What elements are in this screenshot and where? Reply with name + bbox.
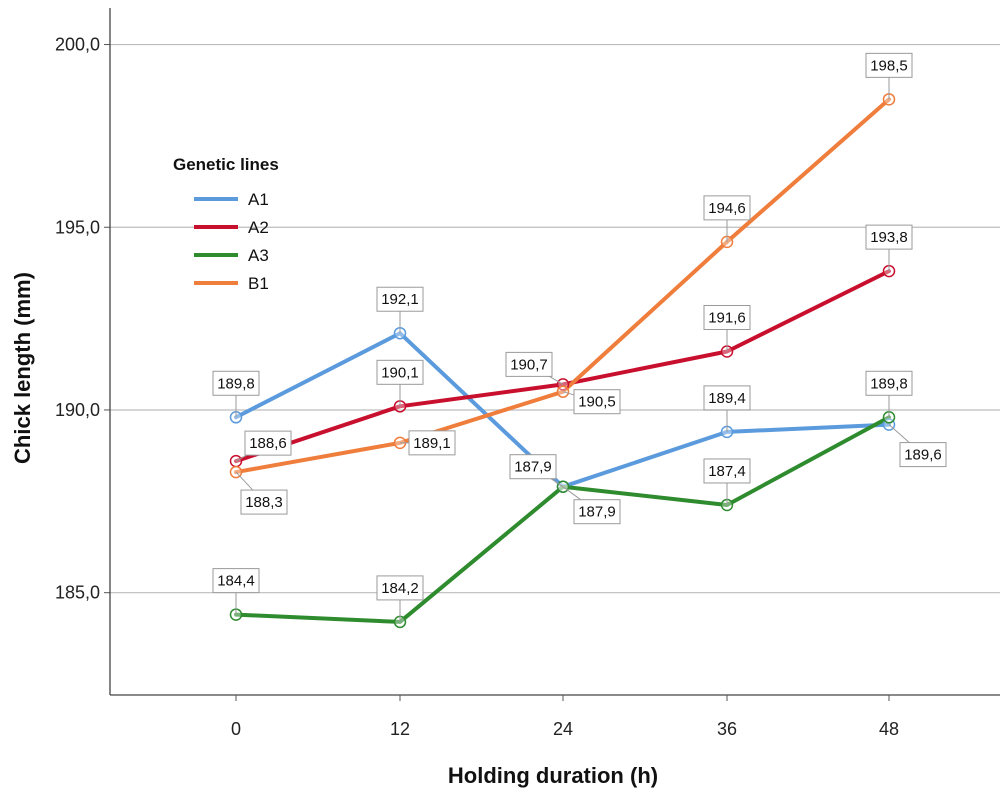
legend-label-b1: B1 xyxy=(248,274,269,293)
data-label-box xyxy=(244,430,292,456)
axes-layer: 185,0 190,0 195,0 200,0 0 12 24 36 48 xyxy=(55,8,1000,739)
x-tick-label: 12 xyxy=(390,719,410,739)
legend-title: Genetic lines xyxy=(173,155,279,174)
y-tick-label: 185,0 xyxy=(55,583,100,603)
data-label: 189,1 xyxy=(413,435,451,452)
y-tick-label: 195,0 xyxy=(55,217,100,237)
data-label: 189,4 xyxy=(708,390,746,407)
data-label-box xyxy=(509,454,557,480)
grid-layer xyxy=(110,43,1000,594)
data-label: 190,7 xyxy=(510,356,548,373)
data-label-box xyxy=(573,499,621,525)
data-label-box xyxy=(703,458,751,484)
y-axis-title: Chick length (mm) xyxy=(10,272,35,464)
data-label-box xyxy=(212,568,260,594)
legend-label-a2: A2 xyxy=(248,218,269,237)
data-label-box xyxy=(703,305,751,330)
data-label-box xyxy=(703,385,751,411)
data-label: 189,8 xyxy=(217,375,255,392)
series-lines-layer xyxy=(234,97,891,624)
data-label-box xyxy=(212,370,260,396)
legend-label-a3: A3 xyxy=(248,246,269,265)
legend: Genetic lines A1 A2 A3 B1 xyxy=(173,155,279,293)
data-label-box xyxy=(865,370,913,396)
data-label: 189,8 xyxy=(870,375,908,392)
data-label: 187,9 xyxy=(578,504,616,521)
data-label: 198,5 xyxy=(870,57,908,74)
data-label: 193,8 xyxy=(870,229,908,246)
data-label: 184,4 xyxy=(217,573,255,590)
data-label: 184,2 xyxy=(381,580,419,597)
x-tick-label: 24 xyxy=(553,719,573,739)
data-label-box xyxy=(899,442,947,468)
x-tick-label: 0 xyxy=(231,719,241,739)
data-label-box xyxy=(865,224,913,250)
data-label-box xyxy=(376,286,424,312)
data-label-box xyxy=(703,195,751,221)
data-label-box xyxy=(505,351,553,377)
x-tick-label: 36 xyxy=(717,719,737,739)
data-label-box xyxy=(408,430,456,456)
data-label-box xyxy=(376,575,424,601)
series-line-b1 xyxy=(234,97,891,475)
data-label: 188,3 xyxy=(245,494,283,511)
data-label: 187,4 xyxy=(708,463,746,480)
x-tick-label: 48 xyxy=(879,719,899,739)
data-label: 192,1 xyxy=(381,291,419,308)
legend-label-a1: A1 xyxy=(248,190,269,209)
data-label-box xyxy=(240,489,288,515)
data-label: 190,5 xyxy=(578,394,616,411)
y-tick-label: 190,0 xyxy=(55,400,100,420)
data-label: 191,6 xyxy=(708,310,746,327)
series-line-a3 xyxy=(234,415,891,624)
series-markers-layer xyxy=(229,93,896,629)
data-label: 187,9 xyxy=(514,459,552,476)
y-tick-label: 200,0 xyxy=(55,35,100,55)
data-label: 190,1 xyxy=(381,364,419,381)
x-axis-title: Holding duration (h) xyxy=(448,763,658,788)
data-label-box xyxy=(865,52,913,78)
data-labels-layer: 189,8 192,1 187,9 189,4 189,6 188,6 190,1 190,7… xyxy=(212,52,947,622)
data-label: 189,6 xyxy=(904,447,942,464)
data-label-box xyxy=(376,359,424,385)
data-label: 194,6 xyxy=(708,200,746,217)
data-label-box xyxy=(573,389,621,415)
data-label: 188,6 xyxy=(249,435,287,452)
